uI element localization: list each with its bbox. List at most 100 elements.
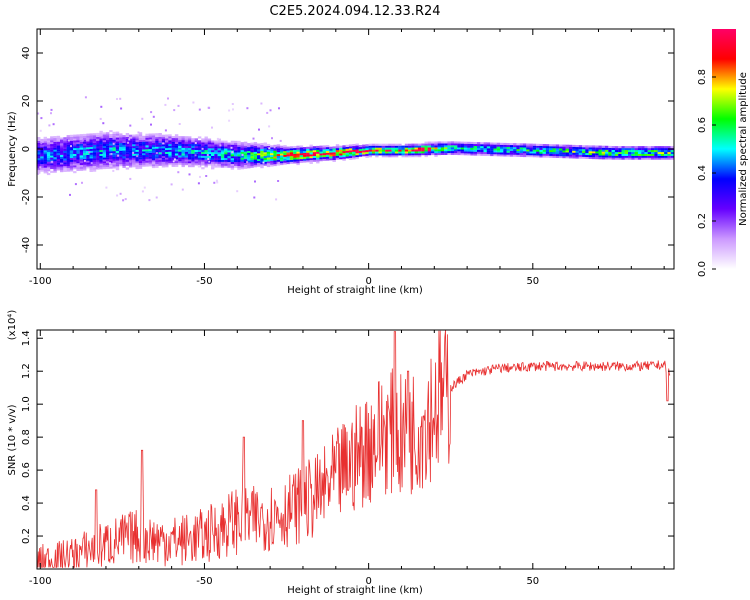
spectrogram-cell bbox=[565, 148, 569, 151]
spectrogram-cell bbox=[206, 154, 209, 156]
spectrogram-cell bbox=[486, 148, 491, 151]
spectrogram-cell bbox=[296, 151, 300, 154]
spectrogram-cell bbox=[46, 142, 51, 145]
spectrogram-cell bbox=[355, 145, 359, 148]
spectrogram-cell bbox=[608, 149, 612, 152]
spectrogram-cell bbox=[207, 140, 212, 143]
spectrogram-cell bbox=[188, 159, 192, 162]
spectrogram-cell bbox=[211, 163, 215, 166]
spectrogram-cell bbox=[181, 161, 185, 164]
spectrogram-cell bbox=[276, 144, 281, 147]
spectrogram-cell bbox=[201, 155, 205, 158]
spectrogram-cell bbox=[493, 150, 497, 153]
spectrogram-cell bbox=[483, 142, 487, 145]
spectrogram-cell bbox=[289, 146, 294, 149]
spectrogram-cell bbox=[500, 150, 504, 153]
spectrogram-cell bbox=[394, 153, 399, 156]
spectrogram-cell bbox=[559, 154, 563, 157]
spectrogram-cell bbox=[128, 138, 133, 141]
spectrogram-cell bbox=[664, 146, 668, 149]
spectrogram-cell bbox=[631, 148, 635, 151]
spectrogram-cell bbox=[240, 142, 244, 145]
spectrogram-cell bbox=[204, 146, 208, 149]
spectrogram-cell bbox=[322, 145, 327, 148]
spectrogram-cell bbox=[76, 151, 80, 154]
spectrogram-cell bbox=[470, 143, 474, 146]
spectrogram-cell bbox=[194, 142, 197, 144]
spectrogram-cell bbox=[480, 149, 484, 152]
spectrogram-cell bbox=[486, 142, 491, 145]
spectrogram-cell bbox=[276, 152, 281, 155]
spectrogram-cell bbox=[483, 151, 487, 154]
spectrogram-cell bbox=[83, 156, 87, 159]
spectrogram-cell bbox=[73, 146, 77, 149]
spectrogram-cell bbox=[253, 196, 256, 199]
spectrogram-cell bbox=[148, 164, 152, 167]
spectrogram-cell bbox=[99, 134, 103, 137]
spectrogram-cell bbox=[257, 143, 261, 146]
spectrogram-cell bbox=[273, 152, 277, 155]
spectrogram-cell bbox=[444, 143, 448, 146]
spectrogram-cell bbox=[191, 163, 195, 166]
spectrogram-cell bbox=[641, 153, 645, 156]
spectrogram-cell bbox=[99, 140, 103, 143]
spectrogram-cell bbox=[37, 148, 41, 151]
spectrogram-cell bbox=[651, 157, 655, 160]
spectrogram-cell bbox=[263, 154, 267, 157]
spectrogram-cell bbox=[624, 148, 629, 151]
spectrogram-cell bbox=[102, 157, 107, 160]
spectrogram-cell bbox=[624, 155, 629, 158]
spectrogram-cell bbox=[109, 133, 113, 136]
spectrogram-cell bbox=[60, 166, 64, 169]
spectrogram-cell bbox=[161, 136, 166, 139]
spectrogram-cell bbox=[227, 165, 231, 168]
spectrogram-cell bbox=[220, 154, 225, 157]
spectrogram-cell bbox=[83, 149, 87, 152]
spectrogram-cell bbox=[227, 148, 231, 151]
spectrogram-cell bbox=[148, 147, 152, 150]
spectrogram-cell bbox=[348, 150, 353, 153]
spectrogram-cell bbox=[493, 144, 497, 147]
spectrogram-cell bbox=[526, 155, 530, 158]
spectrogram-cell bbox=[109, 130, 113, 133]
spectrogram-cell bbox=[582, 150, 586, 153]
spectrogram-cell bbox=[490, 152, 494, 155]
spectrogram-cell bbox=[545, 155, 550, 158]
spectrogram-cell bbox=[161, 155, 166, 158]
spectrogram-cell bbox=[588, 156, 592, 159]
spectrogram-cell bbox=[516, 152, 520, 155]
spectrogram-cell bbox=[559, 146, 563, 149]
spectrogram-cell bbox=[158, 134, 162, 137]
spectrogram-cell bbox=[657, 155, 661, 158]
spectrogram-cell bbox=[299, 145, 304, 148]
spectrogram-cell bbox=[168, 155, 172, 158]
spectrogram-cell bbox=[667, 146, 671, 149]
spectrogram-cell bbox=[184, 142, 189, 145]
spectrogram-cell bbox=[184, 155, 189, 158]
spectrogram-cell bbox=[102, 163, 107, 166]
spectrogram-cell bbox=[555, 155, 560, 158]
spectrogram-cell bbox=[352, 144, 356, 147]
spectrogram-cell bbox=[112, 142, 115, 145]
spectrogram-cell bbox=[628, 150, 632, 153]
spectrogram-cell bbox=[89, 166, 93, 169]
spectrogram-cell bbox=[470, 149, 474, 152]
spectrogram-cell bbox=[477, 144, 481, 147]
spectrogram-cell bbox=[116, 98, 118, 100]
spectrogram-cell bbox=[89, 156, 93, 159]
spectrogram-cell bbox=[66, 160, 70, 163]
spectrogram-cell bbox=[170, 183, 173, 186]
spectrogram-cell bbox=[237, 148, 241, 151]
spectrogram-cell bbox=[138, 153, 143, 156]
spectrogram-cell bbox=[257, 153, 261, 156]
spectrogram-cell bbox=[401, 149, 405, 152]
spectrogram-cell bbox=[184, 161, 189, 164]
spectrogram-cell bbox=[266, 165, 271, 168]
spectrogram-cell bbox=[191, 145, 195, 148]
spectrogram-cell bbox=[463, 153, 468, 156]
spectrogram-cell bbox=[211, 144, 215, 147]
spectrogram-cell bbox=[145, 135, 149, 138]
spectrogram-cell bbox=[243, 151, 248, 154]
spectrogram-cell bbox=[158, 136, 162, 139]
spectrogram-cell bbox=[247, 145, 251, 148]
